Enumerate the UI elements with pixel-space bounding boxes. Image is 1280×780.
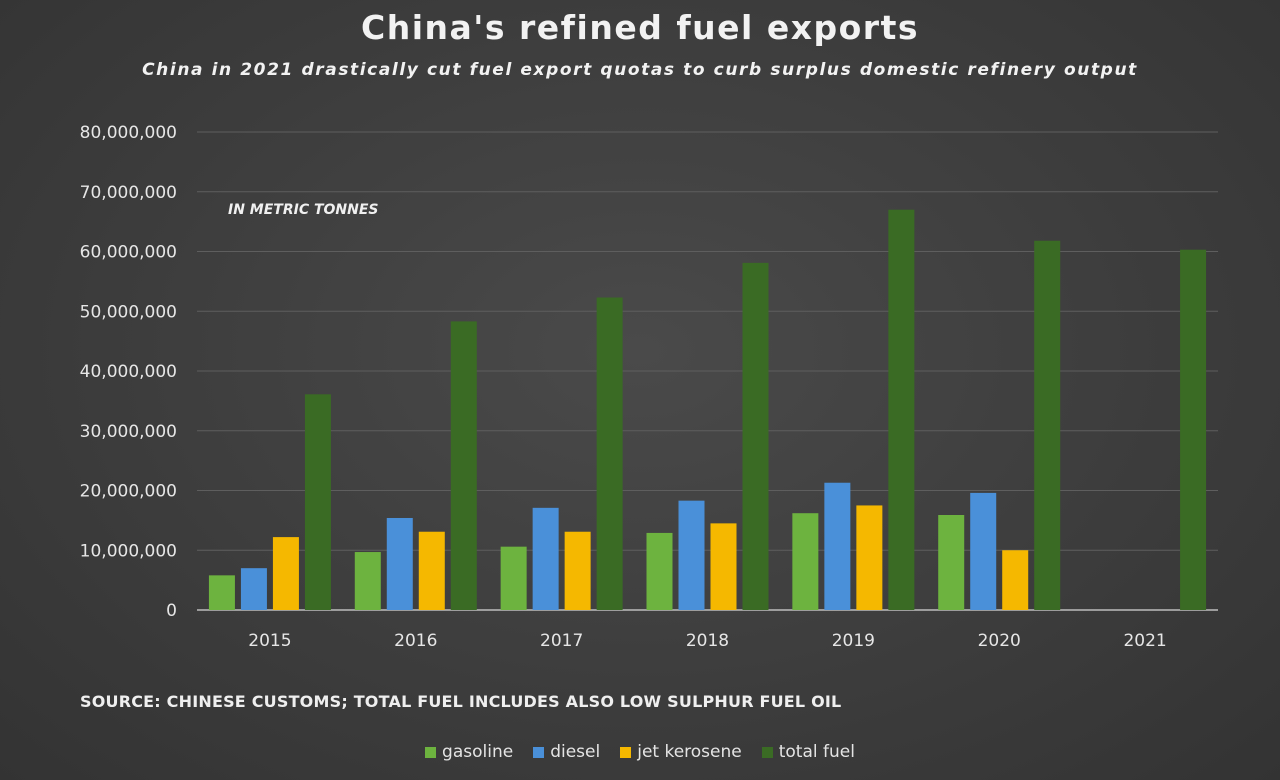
bar-total-fuel-2018 bbox=[742, 262, 769, 610]
legend-swatch-diesel bbox=[533, 746, 545, 758]
y-tick-label: 50,000,000 bbox=[80, 302, 177, 322]
y-tick-label: 40,000,000 bbox=[80, 362, 177, 382]
x-tick-label: 2017 bbox=[540, 631, 583, 651]
bar-jet-kerosene-2017 bbox=[564, 531, 591, 610]
bar-jet-kerosene-2015 bbox=[272, 537, 299, 610]
legend-label-gasoline: gasoline bbox=[442, 742, 514, 762]
legend-label-jet-kerosene: jet kerosene bbox=[637, 742, 742, 762]
x-tick-label: 2016 bbox=[394, 631, 437, 651]
bar-gasoline-2015 bbox=[208, 575, 235, 610]
legend-label-diesel: diesel bbox=[550, 742, 601, 762]
x-tick-label: 2021 bbox=[1123, 631, 1166, 651]
y-tick-label: 80,000,000 bbox=[80, 123, 177, 143]
bar-diesel-2015 bbox=[240, 568, 267, 610]
bar-diesel-2020 bbox=[970, 492, 997, 610]
legend-swatch-gasoline bbox=[425, 746, 437, 758]
bar-total-fuel-2019 bbox=[888, 209, 915, 611]
legend: gasoline diesel jet kerosene total fuel bbox=[0, 742, 1280, 762]
bar-jet-kerosene-2018 bbox=[710, 523, 737, 610]
bar-total-fuel-2015 bbox=[304, 394, 331, 610]
x-tick-label: 2015 bbox=[248, 631, 291, 651]
bar-diesel-2018 bbox=[678, 500, 705, 610]
y-tick-label: 30,000,000 bbox=[80, 422, 177, 442]
bar-gasoline-2017 bbox=[500, 546, 527, 610]
legend-swatch-total-fuel bbox=[761, 746, 773, 758]
x-tick-label: 2019 bbox=[832, 631, 875, 651]
legend-item-diesel: diesel bbox=[533, 742, 600, 762]
bar-total-fuel-2020 bbox=[1034, 240, 1061, 610]
bar-diesel-2019 bbox=[824, 482, 851, 610]
chart-title: China's refined fuel exports bbox=[360, 8, 919, 47]
legend-swatch-jet-kerosene bbox=[620, 746, 632, 758]
bar-total-fuel-2016 bbox=[450, 321, 477, 610]
bar-jet-kerosene-2020 bbox=[1002, 550, 1029, 610]
bar-total-fuel-2021 bbox=[1180, 249, 1207, 610]
bar-jet-kerosene-2016 bbox=[418, 531, 445, 610]
bar-gasoline-2019 bbox=[792, 513, 819, 610]
bar-gasoline-2020 bbox=[938, 514, 965, 610]
bar-chart: 0 10,000,000 20,000,000 30,000,000 40,000,00… bbox=[80, 123, 1218, 651]
y-tick-label: 60,000,000 bbox=[80, 243, 177, 263]
x-tick-label: 2020 bbox=[978, 631, 1021, 651]
y-tick-label: 70,000,000 bbox=[80, 183, 177, 203]
y-tick-label: 10,000,000 bbox=[80, 541, 177, 561]
legend-item-jet-kerosene: jet kerosene bbox=[620, 742, 742, 762]
legend-label-total-fuel: total fuel bbox=[778, 742, 855, 762]
legend-item-gasoline: gasoline bbox=[425, 742, 513, 762]
bar-gasoline-2016 bbox=[354, 552, 381, 610]
bar-diesel-2017 bbox=[532, 507, 559, 610]
source-note: SOURCE: CHINESE CUSTOMS; TOTAL FUEL INCL… bbox=[80, 692, 842, 711]
x-tick-label: 2018 bbox=[686, 631, 729, 651]
bar-total-fuel-2017 bbox=[596, 297, 623, 610]
y-tick-label: 0 bbox=[166, 601, 177, 621]
bar-diesel-2016 bbox=[386, 517, 413, 610]
chart-subtitle: China in 2021 drastically cut fuel expor… bbox=[142, 60, 1138, 80]
unit-note: IN METRIC TONNES bbox=[228, 202, 379, 218]
bar-gasoline-2018 bbox=[646, 532, 673, 610]
legend-item-total-fuel: total fuel bbox=[761, 742, 855, 762]
y-tick-label: 20,000,000 bbox=[80, 482, 177, 502]
bar-jet-kerosene-2019 bbox=[856, 505, 883, 610]
